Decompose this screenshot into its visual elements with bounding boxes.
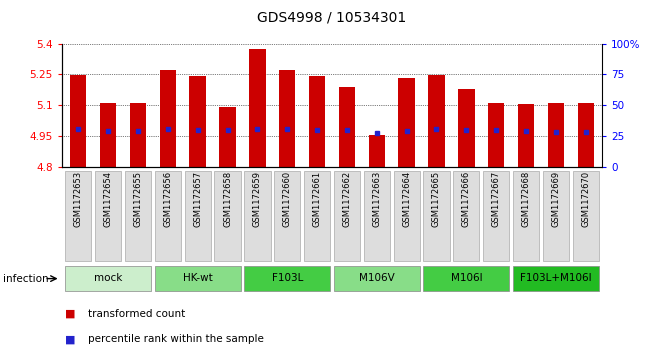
FancyBboxPatch shape (573, 171, 599, 261)
FancyBboxPatch shape (423, 171, 450, 261)
Bar (398, 77, 415, 167)
Bar (368, 135, 385, 167)
Bar (219, 107, 236, 167)
Bar (518, 104, 534, 167)
Bar (70, 76, 87, 167)
Bar (458, 89, 475, 167)
Text: GSM1172655: GSM1172655 (133, 171, 143, 227)
FancyBboxPatch shape (423, 266, 509, 291)
FancyBboxPatch shape (483, 171, 509, 261)
FancyBboxPatch shape (244, 266, 330, 291)
Text: infection: infection (3, 274, 49, 284)
Text: GSM1172667: GSM1172667 (492, 171, 501, 227)
Text: GSM1172660: GSM1172660 (283, 171, 292, 227)
Bar (159, 70, 176, 167)
FancyBboxPatch shape (543, 171, 569, 261)
Text: HK-wt: HK-wt (183, 273, 212, 283)
Text: GSM1172662: GSM1172662 (342, 171, 352, 227)
Text: M106V: M106V (359, 273, 395, 283)
FancyBboxPatch shape (65, 171, 91, 261)
Text: percentile rank within the sample: percentile rank within the sample (88, 334, 264, 344)
Bar (100, 103, 117, 167)
FancyBboxPatch shape (65, 266, 151, 291)
Text: F103L+M106I: F103L+M106I (520, 273, 592, 283)
Text: GSM1172663: GSM1172663 (372, 171, 381, 227)
Text: GSM1172659: GSM1172659 (253, 171, 262, 227)
Text: GSM1172665: GSM1172665 (432, 171, 441, 227)
Text: GSM1172654: GSM1172654 (104, 171, 113, 227)
Text: GSM1172661: GSM1172661 (312, 171, 322, 227)
FancyBboxPatch shape (393, 171, 420, 261)
Text: M106I: M106I (450, 273, 482, 283)
FancyBboxPatch shape (184, 171, 211, 261)
FancyBboxPatch shape (155, 266, 241, 291)
FancyBboxPatch shape (513, 171, 539, 261)
Bar (428, 76, 445, 167)
FancyBboxPatch shape (453, 171, 480, 261)
Text: ■: ■ (65, 309, 76, 319)
FancyBboxPatch shape (125, 171, 151, 261)
Text: GDS4998 / 10534301: GDS4998 / 10534301 (257, 11, 407, 25)
FancyBboxPatch shape (274, 171, 300, 261)
Text: GSM1172653: GSM1172653 (74, 171, 83, 227)
Bar (130, 103, 146, 167)
FancyBboxPatch shape (513, 266, 599, 291)
Text: F103L: F103L (271, 273, 303, 283)
Text: transformed count: transformed count (88, 309, 185, 319)
Bar (309, 77, 326, 167)
Bar (547, 103, 564, 167)
Text: GSM1172658: GSM1172658 (223, 171, 232, 227)
Bar (249, 49, 266, 167)
FancyBboxPatch shape (214, 171, 241, 261)
Text: mock: mock (94, 273, 122, 283)
Bar (577, 103, 594, 167)
FancyBboxPatch shape (364, 171, 390, 261)
Text: GSM1172664: GSM1172664 (402, 171, 411, 227)
Bar (339, 87, 355, 167)
FancyBboxPatch shape (334, 171, 360, 261)
FancyBboxPatch shape (155, 171, 181, 261)
Text: ■: ■ (65, 334, 76, 344)
FancyBboxPatch shape (95, 171, 121, 261)
Text: GSM1172669: GSM1172669 (551, 171, 561, 227)
Text: GSM1172657: GSM1172657 (193, 171, 202, 227)
FancyBboxPatch shape (304, 171, 330, 261)
Bar (488, 103, 505, 167)
Text: GSM1172670: GSM1172670 (581, 171, 590, 227)
Bar (189, 77, 206, 167)
Text: GSM1172666: GSM1172666 (462, 171, 471, 227)
FancyBboxPatch shape (244, 171, 271, 261)
Text: GSM1172668: GSM1172668 (521, 171, 531, 227)
Text: GSM1172656: GSM1172656 (163, 171, 173, 227)
FancyBboxPatch shape (334, 266, 420, 291)
Bar (279, 70, 296, 167)
